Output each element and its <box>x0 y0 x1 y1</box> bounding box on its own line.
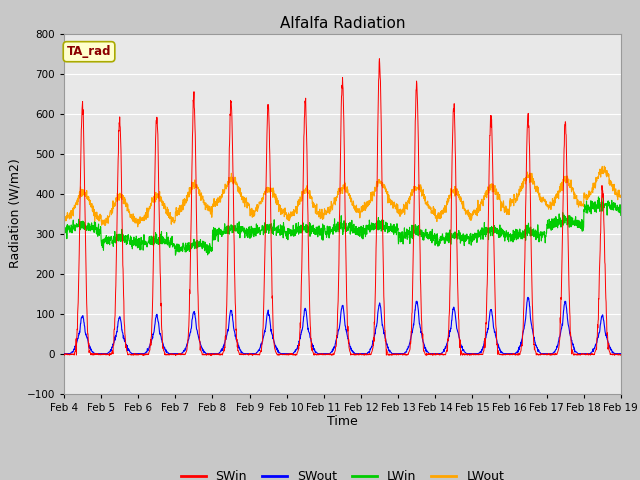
LWout <box>600 163 608 169</box>
Text: TA_rad: TA_rad <box>67 45 111 58</box>
SWin <box>505 351 513 357</box>
LWout <box>504 212 512 217</box>
LWin <box>504 235 512 240</box>
LWin <box>584 204 591 209</box>
Title: Alfalfa Radiation: Alfalfa Radiation <box>280 16 405 31</box>
SWin <box>359 352 367 358</box>
SWout <box>216 350 223 356</box>
SWout <box>524 294 532 300</box>
LWin <box>172 252 179 258</box>
Line: LWin: LWin <box>64 197 621 255</box>
SWin <box>617 352 625 358</box>
SWin <box>584 350 591 356</box>
LWin <box>359 225 367 231</box>
Legend: SWin, SWout, LWin, LWout: SWin, SWout, LWin, LWout <box>175 465 509 480</box>
SWout <box>60 351 68 357</box>
Line: SWout: SWout <box>64 297 621 354</box>
LWout <box>359 207 367 213</box>
SWin <box>568 347 576 352</box>
LWout <box>568 184 575 190</box>
LWin <box>568 216 575 222</box>
SWin <box>376 56 383 61</box>
X-axis label: Time: Time <box>327 415 358 429</box>
SWout <box>584 351 591 357</box>
SWout <box>568 337 575 343</box>
SWin <box>60 351 68 357</box>
LWin <box>216 228 223 234</box>
SWin <box>216 351 223 357</box>
Line: SWin: SWin <box>64 59 621 356</box>
LWin <box>60 231 68 237</box>
SWout <box>504 351 512 357</box>
LWout <box>584 197 591 203</box>
LWout <box>617 194 625 200</box>
LWin <box>617 213 625 218</box>
LWin <box>371 225 379 230</box>
LWout <box>134 224 141 230</box>
SWin <box>371 312 379 318</box>
Y-axis label: Radiation (W/m2): Radiation (W/m2) <box>8 159 21 268</box>
SWout <box>617 351 625 357</box>
Line: LWout: LWout <box>64 166 621 227</box>
LWout <box>371 184 379 190</box>
SWout <box>358 351 366 357</box>
SWin <box>172 353 179 359</box>
LWout <box>216 196 223 202</box>
SWout <box>371 332 378 338</box>
LWin <box>595 194 602 200</box>
LWout <box>60 218 68 224</box>
